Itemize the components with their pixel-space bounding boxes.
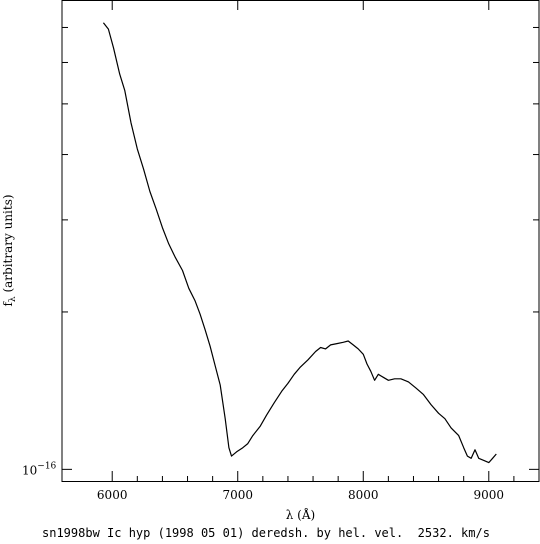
y-axis-ticks: [62, 26, 539, 470]
spectrum-line: [102, 22, 497, 464]
y-tick-label-exponent: −16: [37, 461, 56, 471]
y-axis-title-rest: (arbitrary units): [1, 194, 15, 296]
chart-caption: sn1998bw Ic hyp (1998 05 01) deredsh. by…: [42, 526, 490, 540]
x-axis-ticks: 6000 7000 8000 9000: [97, 0, 540, 502]
x-tick-label: 9000: [474, 488, 505, 502]
plot-frame: [61, 0, 540, 482]
y-tick-label-base: 10−16: [22, 461, 57, 477]
y-axis-title-main: f: [1, 301, 15, 307]
y-tick-label-mantissa: 10: [22, 463, 37, 477]
x-tick-label: 6000: [97, 488, 128, 502]
y-axis-title: fλ (arbitrary units): [1, 194, 18, 306]
y-axis-title-subscript: λ: [8, 296, 18, 302]
x-tick-label: 8000: [348, 488, 379, 502]
x-tick-label: 7000: [222, 488, 253, 502]
x-axis-title: λ (Å): [286, 507, 315, 522]
